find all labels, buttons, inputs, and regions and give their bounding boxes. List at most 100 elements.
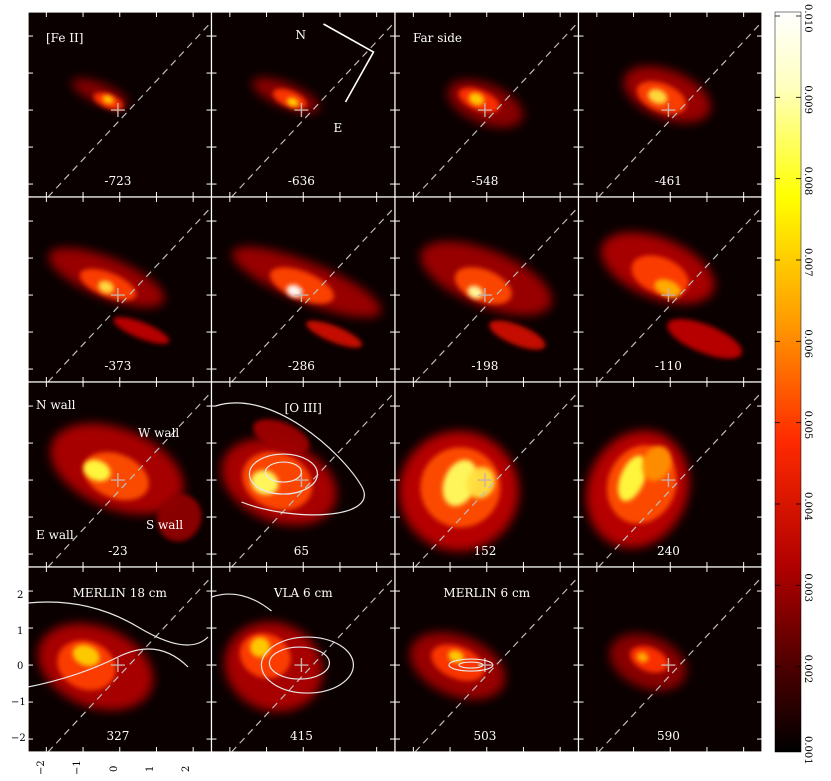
velocity-label: -286 (288, 359, 315, 373)
panel-14: 415 VLA 6 cm (210, 566, 396, 753)
panel-4: -461 (577, 11, 763, 198)
nucleus-marker (294, 658, 309, 673)
wall-label: W wall (138, 426, 179, 440)
nucleus-marker (110, 288, 125, 303)
velocity-label: -110 (655, 359, 682, 373)
y-tick-label: −1 (11, 697, 26, 708)
nucleus-marker (661, 473, 676, 488)
emission-map (50, 423, 202, 542)
colorbar-tick-label: 0.003 (802, 573, 813, 602)
colorbar-tick-label: 0.009 (802, 85, 813, 114)
velocity-label: 415 (290, 729, 313, 743)
emission-map (420, 241, 553, 350)
axis-guide-line (598, 578, 761, 752)
nucleus-marker (661, 288, 676, 303)
velocity-label: 65 (294, 544, 309, 558)
compass-east-label: E (334, 121, 343, 135)
nucleus-marker (661, 658, 676, 673)
panel-15: 503 MERLIN 6 cm (394, 566, 580, 753)
emission-map (398, 431, 519, 552)
velocity-label: -23 (108, 544, 127, 558)
y-tick-label: −2 (11, 733, 26, 744)
velocity-label: 240 (657, 544, 680, 558)
x-tick-label: 1 (145, 766, 156, 772)
x-tick-label: 2 (181, 766, 192, 772)
panel-8: -110 (577, 196, 763, 383)
y-axis: 2 1 0 −1 −2 (11, 590, 26, 744)
axis-guide-line (414, 208, 577, 382)
velocity-label: -461 (655, 174, 682, 188)
velocity-label: 327 (106, 729, 129, 743)
y-tick-label: 1 (17, 626, 23, 637)
colorbar: 0.010 0.009 0.008 0.007 0.006 0.005 0.004 0.003… (774, 4, 813, 765)
contour-overlay (28, 601, 209, 688)
compass-north-label: N (296, 28, 307, 42)
panel-1: -723 [Fe II] (27, 11, 213, 198)
wall-label: S wall (146, 518, 183, 532)
panel-6: -286 (210, 196, 396, 383)
colorbar-tick-label: 0.006 (802, 329, 813, 358)
emission-map (586, 430, 690, 548)
emission-map (600, 232, 743, 359)
colorbar-tick-label: 0.008 (802, 167, 813, 196)
axis-guide-line (231, 208, 394, 382)
axis-guide-line (414, 23, 577, 197)
panel-16: 590 (577, 566, 763, 753)
colorbar-gradient (774, 11, 802, 753)
panel-label: VLA 6 cm (273, 586, 333, 600)
nucleus-marker (477, 103, 492, 118)
nucleus-marker (294, 288, 309, 303)
emission-map (609, 633, 687, 691)
panel-10: 65 [O III] (210, 381, 396, 568)
axis-guide-line (598, 23, 761, 197)
panel-label: [O III] (285, 401, 322, 415)
colorbar-tick-label: 0.007 (802, 248, 813, 277)
panel-label: MERLIN 18 cm (73, 586, 168, 600)
velocity-label: -373 (104, 359, 131, 373)
nucleus-marker (294, 103, 309, 118)
nucleus-marker (661, 103, 676, 118)
panel-5: -373 (27, 196, 213, 383)
axis-guide-line (231, 23, 394, 197)
nucleus-marker (110, 473, 125, 488)
emission-map (224, 621, 323, 712)
y-tick-label: 0 (17, 661, 23, 672)
panel-3: -548 Far side (394, 11, 580, 198)
nucleus-marker (110, 658, 125, 673)
axis-guide-line (47, 578, 210, 752)
panel-11: 152 (394, 381, 580, 568)
emission-map (232, 246, 382, 348)
axis-guide-line (414, 578, 577, 752)
nucleus-marker (477, 288, 492, 303)
emission-map (252, 77, 320, 113)
nucleus-marker (110, 103, 125, 118)
x-tick-label: −1 (72, 760, 83, 775)
velocity-label: -198 (471, 359, 498, 373)
panel-12: 240 (577, 381, 763, 568)
panel-9: -23 N wall W wall E wall S wall (27, 381, 213, 568)
axis-guide-line (47, 393, 210, 567)
contour-overlay (215, 402, 365, 516)
panel-7: -198 (394, 196, 580, 383)
axis-guide-line (231, 393, 394, 567)
axis-guide-line (47, 23, 210, 197)
axis-guide-line (598, 393, 761, 567)
colorbar-tick-label: 0.002 (802, 655, 813, 684)
axis-guide-line (231, 578, 394, 752)
x-tick-label: −2 (36, 760, 47, 775)
velocity-label: -548 (471, 174, 498, 188)
compass-rose: NE (296, 23, 375, 135)
panel-label: MERLIN 6 cm (443, 586, 530, 600)
axis-guide-line (598, 208, 761, 382)
contour-overlay (448, 658, 494, 672)
contour-overlay (211, 593, 355, 694)
velocity-label: -723 (104, 174, 131, 188)
emission-map (71, 78, 129, 111)
panel-label: [Fe II] (46, 31, 83, 45)
emission-map (48, 247, 170, 344)
colorbar-tick-label: 0.010 (802, 4, 813, 33)
panel-label: Far side (413, 31, 462, 45)
